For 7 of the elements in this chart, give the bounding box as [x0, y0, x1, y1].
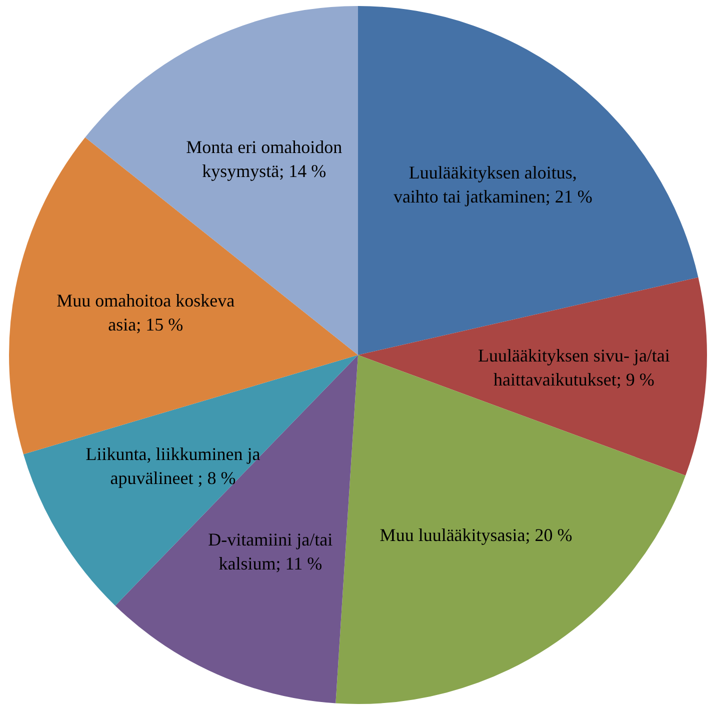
- slice-label: Muu omahoitoa koskeva asia; 15 %: [56, 290, 235, 334]
- slice-label: Luulääkityksen aloitus, vaihto tai jatkaminen; 21 %: [393, 162, 592, 207]
- slice-label: D-vitamiini ja/tai kalsium; 11 %: [208, 530, 333, 574]
- slice-label: Luulääkityksen sivu- ja/tai haittavaikutukset; 9 %: [478, 346, 670, 390]
- slice-label: Liikunta, liikkuminen ja apuvälineet ; 8 %: [86, 444, 260, 488]
- slice-label: Muu luulääkitysasia; 20 %: [380, 525, 572, 546]
- slice-label: Monta eri omahoidon kysymystä; 14 %: [186, 136, 342, 181]
